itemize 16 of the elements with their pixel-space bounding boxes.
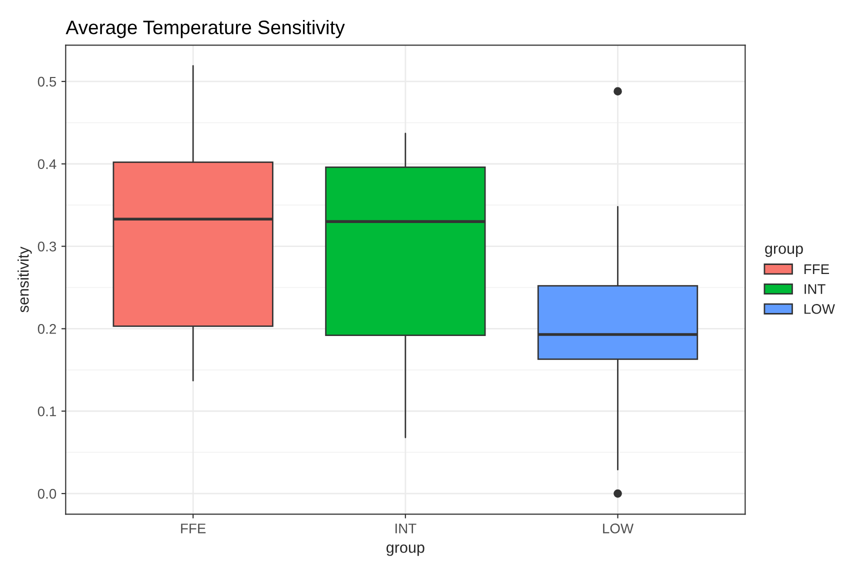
x-tick-label: FFE	[181, 524, 206, 534]
y-tick-label: 0.5	[38, 76, 56, 87]
chart-title: Average Temperature Sensitivity	[66, 20, 345, 38]
x-tick-label: LOW	[603, 524, 634, 534]
legend-label: INT	[804, 284, 826, 294]
legend-label: LOW	[804, 304, 835, 314]
legend-title: group	[765, 246, 803, 257]
y-axis-title: sensitivity	[18, 246, 32, 312]
y-tick-label: 0.2	[38, 324, 56, 334]
x-axis-title: group	[386, 544, 424, 556]
legend-label: FFE	[804, 264, 829, 274]
y-tick-label: 0.4	[38, 159, 56, 170]
y-tick-label: 0.0	[38, 488, 56, 499]
y-tick-label: 0.1	[38, 406, 56, 416]
y-tick-label: 0.3	[38, 242, 56, 252]
x-tick-label: INT	[396, 524, 416, 534]
